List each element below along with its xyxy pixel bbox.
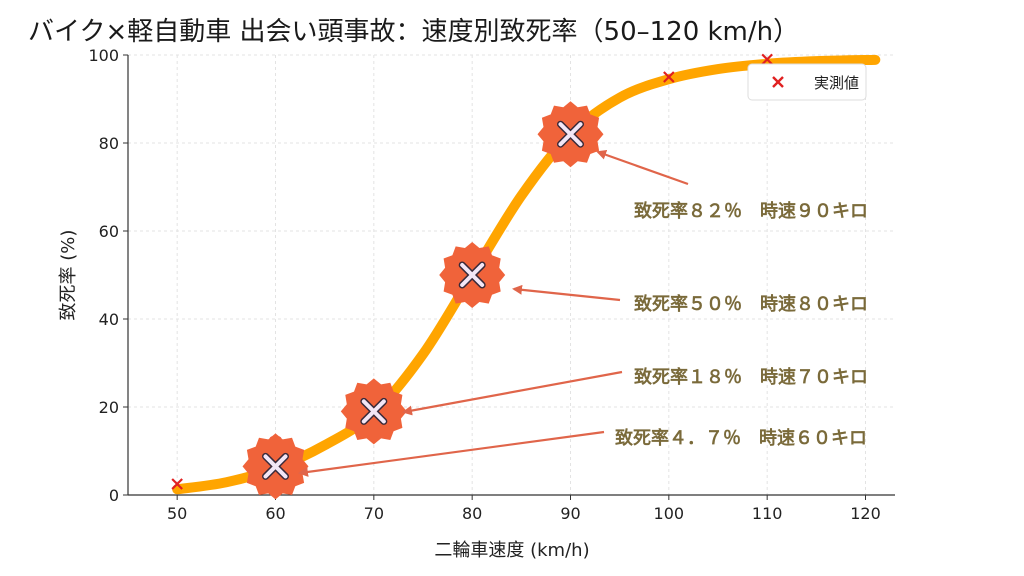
y-tick-label: 60 <box>99 222 119 241</box>
fatality-curve <box>172 54 881 495</box>
y-tick-label: 80 <box>99 134 119 153</box>
highlight-cross <box>460 263 485 287</box>
curve-layer <box>172 54 881 495</box>
annotation-label: 致死率５０％ 時速８０キロ <box>634 293 868 315</box>
highlight-badge <box>439 242 506 308</box>
highlight-badge <box>340 378 407 445</box>
chart-title: バイク×軽自動車 出会い頭事故：速度別致死率（50–120 km/h） <box>28 17 799 47</box>
y-axis-title: 致死率 (%) <box>58 230 79 321</box>
highlight-badge <box>537 101 604 168</box>
highlight-cross <box>361 399 386 424</box>
annotation-label: 致死率４．７％ 時速６０キロ <box>615 427 867 449</box>
legend-box <box>747 63 867 101</box>
legend-x-stroke <box>772 76 784 88</box>
y-tick-label: 0 <box>109 486 119 505</box>
annotation-arrow <box>596 149 689 186</box>
annotation-label: 致死率８２％ 時速９０キロ <box>634 200 868 222</box>
y-tick-label: 100 <box>88 46 119 65</box>
observed-point-stroke <box>663 71 675 83</box>
x-tick-label: 50 <box>167 504 187 523</box>
highlight-cross <box>558 122 583 147</box>
x-tick-label: 80 <box>462 504 482 523</box>
observed-point <box>761 53 773 66</box>
x-axis-title: 二輪車速度 (km/h) <box>434 540 589 561</box>
y-tick-label: 20 <box>99 398 119 417</box>
legend-x-icon <box>772 76 784 88</box>
legend-label: 実測値 <box>814 74 859 92</box>
annotation-arrow <box>402 370 623 416</box>
x-tick-label: 60 <box>265 504 285 523</box>
y-tick-label: 40 <box>99 310 119 329</box>
highlight-markers <box>242 101 604 500</box>
observed-point <box>171 478 183 490</box>
x-tick-label: 120 <box>850 504 881 523</box>
annotation-label: 致死率１８％ 時速７０キロ <box>634 366 868 388</box>
x-tick-label: 70 <box>364 504 384 523</box>
highlight-badge <box>242 433 309 500</box>
annotation-arrow <box>512 284 621 302</box>
observed-point-stroke <box>171 478 183 490</box>
legend: 実測値 <box>747 63 867 101</box>
observed-point-stroke <box>761 53 773 66</box>
highlight-cross <box>263 454 288 479</box>
tick-labels: 50 60 70 80 90 100 110 120 0 20 40 60 80 100 <box>88 46 880 523</box>
x-tick-label: 100 <box>654 504 685 523</box>
observed-point <box>663 71 675 83</box>
x-tick-label: 110 <box>752 504 783 523</box>
annotation-arrow <box>298 430 605 477</box>
x-tick-label: 90 <box>560 504 580 523</box>
